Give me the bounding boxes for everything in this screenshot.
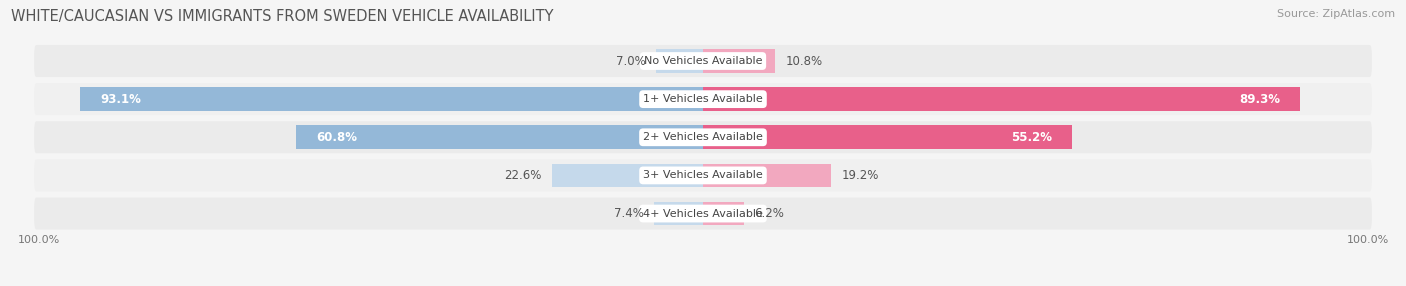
Bar [703,87,1301,111]
Text: 7.0%: 7.0% [616,55,647,67]
Text: 100.0%: 100.0% [17,235,59,245]
Text: 89.3%: 89.3% [1239,93,1281,106]
Bar [654,202,703,225]
Text: Source: ZipAtlas.com: Source: ZipAtlas.com [1277,9,1395,19]
Text: 55.2%: 55.2% [1011,131,1052,144]
Bar [551,164,703,187]
FancyBboxPatch shape [34,83,1372,115]
Bar [80,87,703,111]
FancyBboxPatch shape [34,198,1372,230]
Text: No Vehicles Available: No Vehicles Available [644,56,762,66]
Text: 6.2%: 6.2% [755,207,785,220]
FancyBboxPatch shape [34,159,1372,191]
Text: 22.6%: 22.6% [505,169,541,182]
FancyBboxPatch shape [34,121,1372,153]
Bar [657,49,703,73]
Bar [297,126,703,149]
Text: 60.8%: 60.8% [316,131,357,144]
Bar [703,126,1073,149]
Text: 4+ Vehicles Available: 4+ Vehicles Available [643,208,763,219]
Text: 2+ Vehicles Available: 2+ Vehicles Available [643,132,763,142]
Bar [703,202,744,225]
Text: 3+ Vehicles Available: 3+ Vehicles Available [643,170,763,180]
Bar [703,164,831,187]
Text: 93.1%: 93.1% [100,93,141,106]
Text: WHITE/CAUCASIAN VS IMMIGRANTS FROM SWEDEN VEHICLE AVAILABILITY: WHITE/CAUCASIAN VS IMMIGRANTS FROM SWEDE… [11,9,554,23]
Text: 19.2%: 19.2% [841,169,879,182]
Bar [703,49,775,73]
Text: 7.4%: 7.4% [613,207,644,220]
Text: 100.0%: 100.0% [1347,235,1389,245]
Text: 10.8%: 10.8% [786,55,823,67]
Text: 1+ Vehicles Available: 1+ Vehicles Available [643,94,763,104]
FancyBboxPatch shape [34,45,1372,77]
